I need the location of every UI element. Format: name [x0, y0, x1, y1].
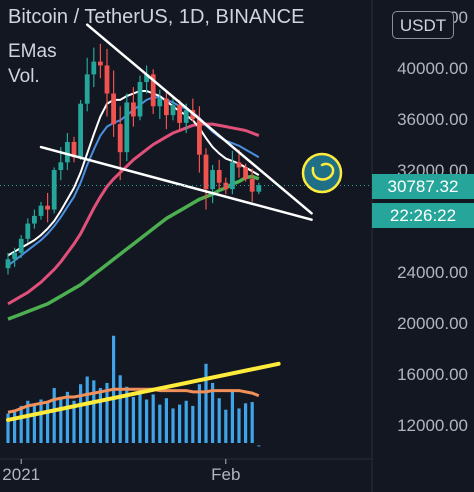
candle-body [131, 102, 136, 117]
volume-bar [72, 400, 76, 443]
circle-annotation [301, 152, 343, 194]
volume-trend-line [6, 361, 281, 422]
candle-body [157, 98, 163, 107]
drawn-trend-line [39, 145, 313, 221]
volume-bar [118, 375, 122, 443]
candle-body [98, 61, 103, 66]
candle-body [5, 259, 11, 269]
volume-bar [224, 409, 228, 443]
ema-green-line [7, 174, 260, 321]
drawn-trend-line [85, 23, 313, 215]
volume-bar [197, 384, 201, 443]
circle-annotation-scribble [311, 162, 335, 181]
volume-bar [19, 405, 23, 443]
candle-body [150, 74, 156, 107]
volume-bar [6, 413, 10, 443]
volume-bar [244, 403, 248, 443]
indicator-volume-label[interactable]: Vol. [8, 66, 40, 87]
volume-ma-line [7, 387, 260, 414]
volume-bar [65, 391, 69, 443]
y-tick-label: 12000.00 [397, 416, 468, 435]
x-tick-label: Feb [211, 465, 240, 484]
candle-body [144, 74, 149, 83]
candle-body [65, 141, 70, 163]
candle-body [58, 162, 64, 170]
candle-body [124, 102, 130, 153]
volume-bar [59, 396, 63, 443]
candle-body [38, 205, 44, 216]
candle-body [256, 185, 262, 192]
volume-bar [79, 384, 83, 443]
candle-body [71, 141, 77, 158]
volume-bar [138, 390, 142, 443]
candle-body [84, 74, 90, 104]
candle-body [203, 154, 209, 190]
candle-body [18, 238, 24, 253]
volume-bar [211, 382, 215, 443]
volume-bar [217, 398, 221, 443]
candle-body [223, 182, 229, 190]
candle-body [243, 167, 248, 179]
candle-body [78, 103, 83, 158]
volume-bar [125, 386, 129, 443]
volume-bar [151, 394, 155, 443]
volume-bar [164, 398, 168, 443]
y-tick-label: 36000.00 [397, 110, 468, 129]
candle-body [210, 170, 215, 190]
volume-bar [85, 376, 89, 443]
candle-body [111, 93, 116, 125]
candle-body [230, 162, 235, 190]
y-tick-label: 40000.00 [397, 59, 468, 78]
currency-button[interactable]: USDT [392, 11, 454, 39]
candle-body [177, 104, 182, 123]
chart-title: Bitcoin / TetherUS, 1D, BINANCE [8, 6, 305, 28]
y-tick-label: 16000.00 [397, 365, 468, 384]
volume-bar [26, 400, 30, 443]
volume-bar [237, 408, 241, 443]
candle-body [104, 65, 110, 94]
y-tick-label: 20000.00 [397, 314, 468, 333]
volume-bar [52, 388, 56, 443]
volume-bar [32, 404, 36, 443]
volume-bar [105, 382, 109, 443]
candle-body [117, 124, 123, 153]
candle-body [236, 162, 242, 168]
volume-bar [204, 363, 208, 443]
volume-bar [191, 405, 195, 443]
y-tick-label: 24000.00 [397, 263, 468, 282]
volume-bar [257, 445, 261, 447]
volume-bar [46, 402, 50, 443]
candle-body [164, 98, 169, 116]
countdown-tag: 22:26:22 [372, 203, 474, 228]
x-tick-label: 2021 [2, 465, 40, 484]
candle-body [197, 119, 202, 155]
candle-body [45, 205, 50, 210]
volume-bar [230, 391, 234, 443]
ema-pink-line [7, 122, 260, 306]
volume-bar [171, 408, 175, 443]
candle-body [25, 223, 31, 239]
volume-bar [13, 409, 17, 443]
candle-body [170, 104, 176, 116]
candle-body [216, 170, 222, 183]
candle-body [91, 61, 97, 75]
candle-body [183, 110, 189, 123]
volume-bar [92, 380, 96, 443]
volume-bar [178, 404, 182, 443]
volume-bar [145, 399, 149, 443]
volume-bar [98, 388, 102, 443]
volume-bar [39, 399, 43, 443]
volume-bar [184, 400, 188, 443]
volume-bar [250, 402, 254, 443]
volume-bar [131, 396, 135, 443]
candle-body [137, 82, 143, 117]
candle-body [12, 252, 17, 260]
indicator-emas-label[interactable]: EMas [8, 41, 57, 62]
candle-body [32, 215, 37, 224]
volume-bar [158, 404, 162, 443]
current-price-tag: 30787.32 [372, 174, 474, 199]
candle-body [51, 170, 57, 210]
